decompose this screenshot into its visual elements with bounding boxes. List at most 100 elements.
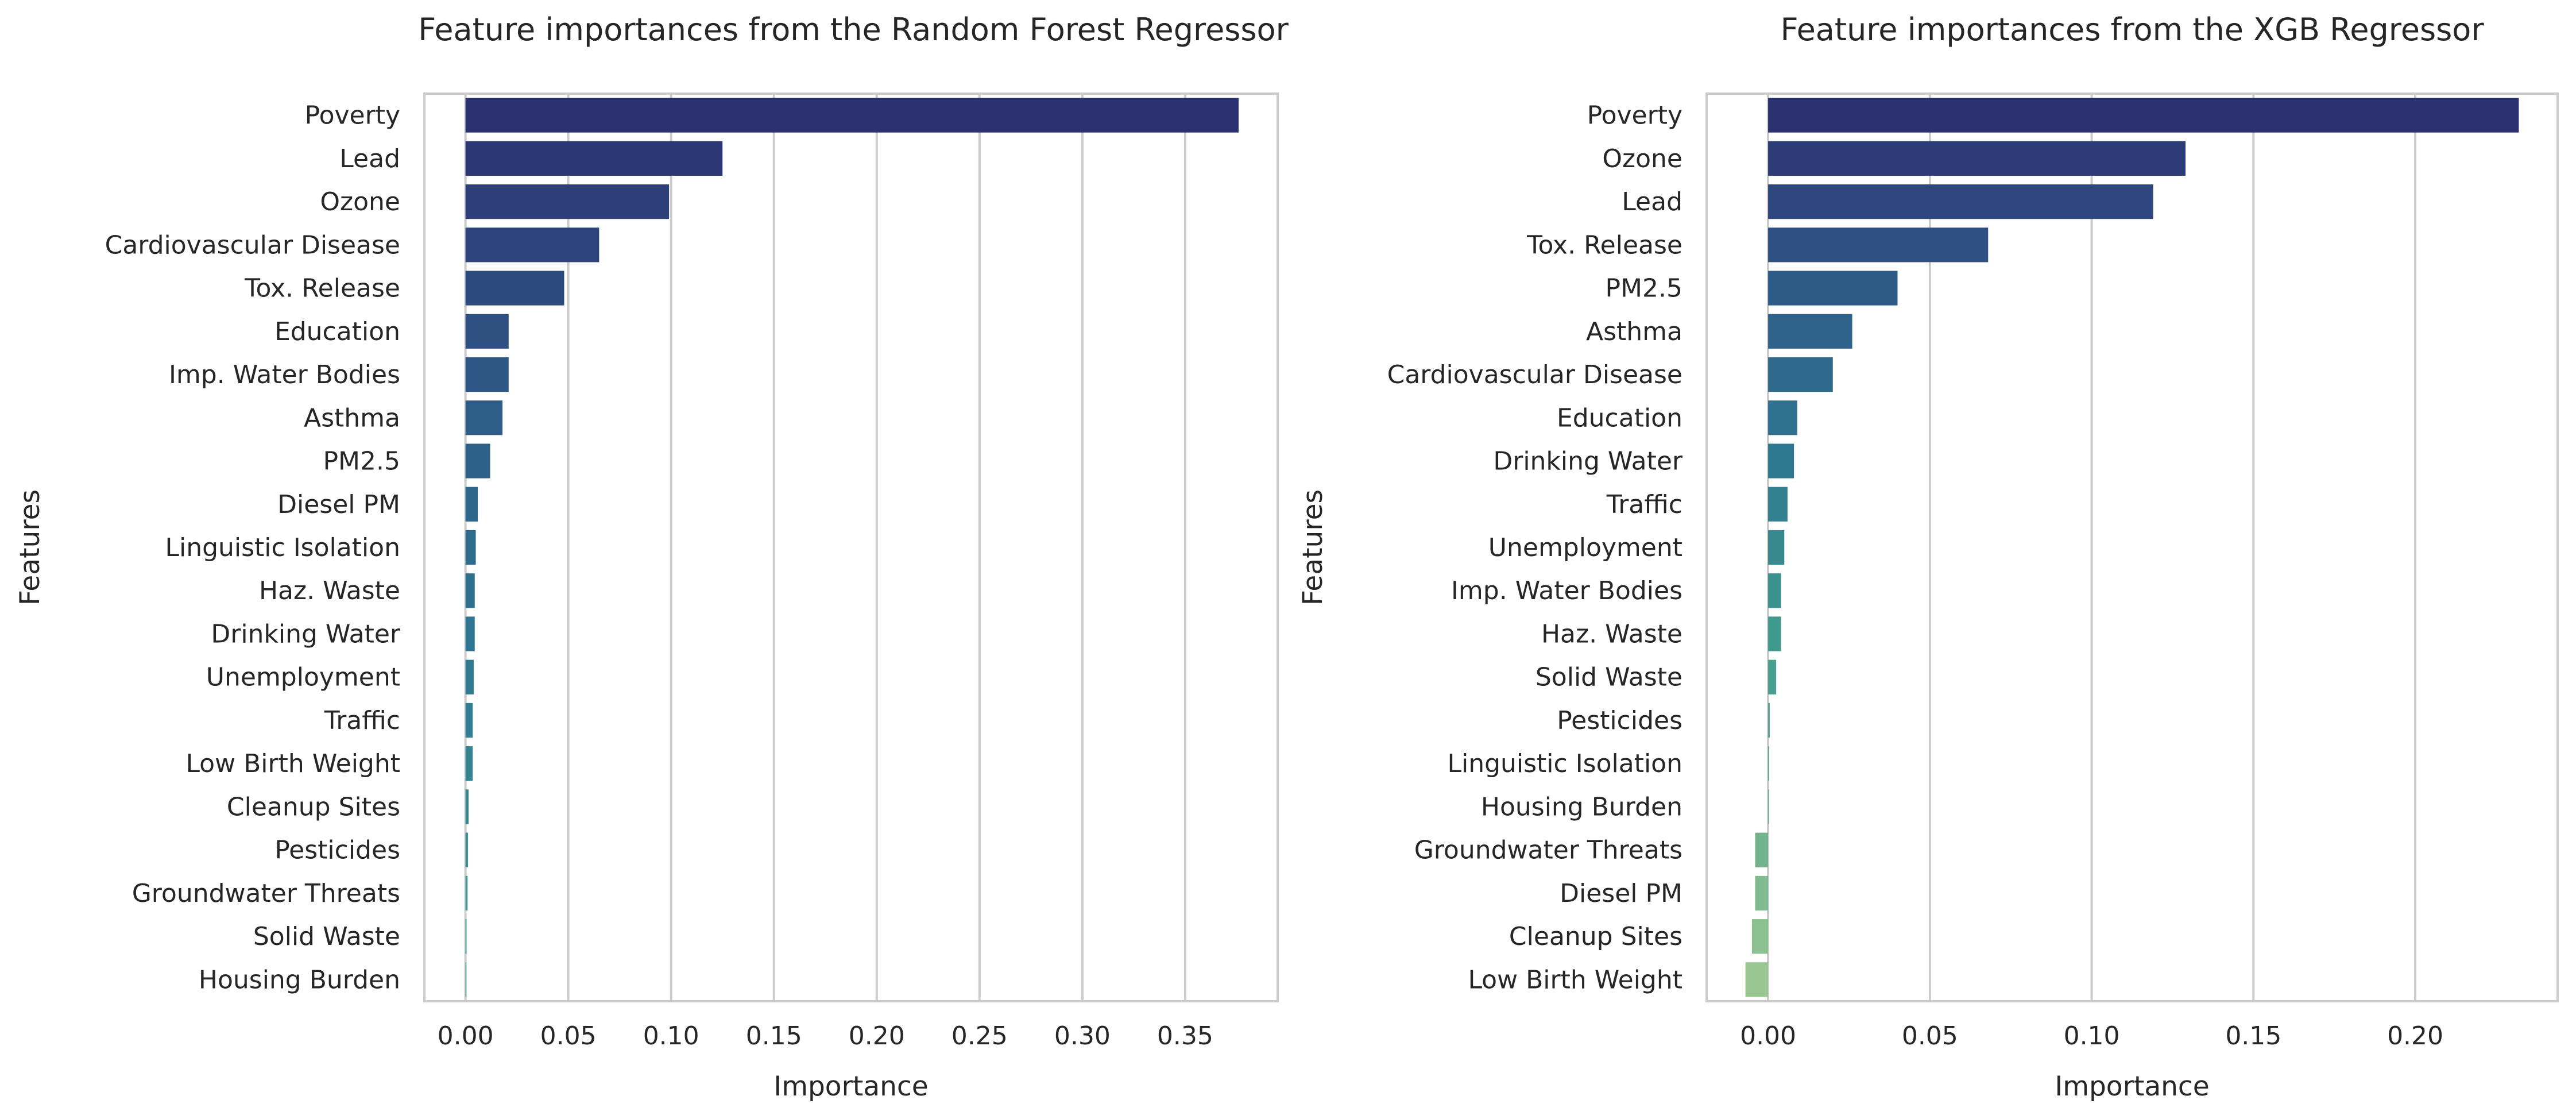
rf-bar [465,962,467,997]
xgb-y-tick-label: Cleanup Sites [1509,922,1682,951]
xgb-y-tick-label: Diesel PM [1560,879,1682,908]
rf-y-tick-labels: Poverty Lead Ozone Cardiovascular Disease To… [105,101,401,995]
xgb-bar [1768,98,2519,133]
xgb-x-tick-label: 0.10 [2064,1021,2120,1051]
xgb-bar [1768,746,1769,781]
rf-x-tick-label: 0.10 [643,1021,699,1051]
rf-bar [465,789,469,824]
xgb-y-tick-label: Education [1557,403,1682,433]
rf-plot-frame [423,92,1279,1002]
rf-chart: Feature importances from the Random Fore… [14,11,1289,1102]
xgb-chart-title: Feature importances from the XGB Regress… [1780,11,2484,48]
rf-y-tick-label: Asthma [304,403,400,433]
rf-bar [465,746,473,781]
rf-bar [465,227,599,263]
rf-y-tick-label: Linguistic Isolation [165,533,400,562]
xgb-bar [1768,573,1781,608]
rf-y-tick-label: Traffic [324,706,400,735]
xgb-bar [1768,184,2153,219]
xgb-y-tick-label: Traffic [1606,490,1682,519]
xgb-bar [1755,875,1769,910]
xgb-y-tick-label: Linguistic Isolation [1447,749,1682,778]
xgb-y-tick-label: Low Birth Weight [1468,965,1682,994]
xgb-bar [1768,141,2186,176]
xgb-bar [1768,314,1852,349]
rf-x-tick-label: 0.30 [1054,1021,1111,1051]
rf-bar [465,141,723,176]
rf-y-tick-label: Low Birth Weight [185,749,400,778]
xgb-y-tick-label: Imp. Water Bodies [1451,576,1682,605]
rf-y-axis-label: Features [14,489,46,605]
xgb-bar [1745,962,1769,997]
rf-y-tick-label: Housing Burden [199,965,400,994]
xgb-bar [1768,530,1785,565]
rf-bars [465,98,1239,997]
rf-bar [465,919,467,954]
xgb-bar [1768,487,1788,522]
xgb-bar [1768,703,1770,738]
rf-chart-title: Feature importances from the Random Fore… [418,11,1289,48]
xgb-y-tick-label: Poverty [1587,101,1682,130]
rf-y-tick-label: Drinking Water [211,619,401,649]
rf-y-tick-label: Pesticides [274,836,400,865]
xgb-bar [1768,443,1794,479]
rf-bar [465,184,670,219]
rf-bar [465,659,474,694]
xgb-bar [1751,919,1769,954]
xgb-bar [1768,659,1777,694]
rf-y-tick-label: Diesel PM [277,490,400,519]
xgb-plot-frame [1705,92,2559,1002]
rf-x-axis-label: Importance [773,1071,928,1102]
rf-bar [465,530,476,565]
xgb-y-tick-label: Haz. Waste [1541,619,1682,649]
rf-x-tick-label: 0.15 [746,1021,802,1051]
xgb-bar [1768,227,1989,263]
rf-bar [465,271,564,306]
xgb-bar [1768,357,1833,392]
rf-x-tick-label: 0.05 [540,1021,597,1051]
rf-y-tick-label: Lead [339,144,400,173]
xgb-y-tick-label: Tox. Release [1526,230,1682,260]
rf-x-tick-label: 0.20 [849,1021,905,1051]
xgb-bar [1768,789,1769,824]
rf-y-tick-label: Haz. Waste [259,576,400,605]
xgb-x-axis-label: Importance [2055,1071,2209,1102]
rf-bar [465,400,503,435]
rf-y-tick-label: PM2.5 [323,447,400,476]
rf-y-tick-label: Ozone [320,187,400,217]
rf-bar [465,443,490,479]
xgb-x-tick-labels: 0.00 0.05 0.10 0.15 0.20 [1740,1021,2443,1051]
rf-y-tick-label: Solid Waste [253,922,400,951]
rf-bar [465,616,475,651]
xgb-x-tick-label: 0.15 [2225,1021,2281,1051]
rf-bar [465,487,478,522]
rf-y-tick-label: Tox. Release [244,274,400,303]
rf-bar [465,573,475,608]
rf-x-tick-label: 0.00 [438,1021,494,1051]
xgb-y-tick-label: Solid Waste [1535,663,1682,692]
rf-y-tick-label: Groundwater Threats [132,879,400,908]
xgb-y-tick-label: PM2.5 [1606,274,1682,303]
rf-bar [465,703,473,738]
xgb-y-axis-label: Features [1297,489,1329,605]
rf-x-tick-label: 0.25 [952,1021,1008,1051]
xgb-x-tick-label: 0.05 [1902,1021,1958,1051]
xgb-bar [1768,400,1797,435]
rf-y-tick-label: Unemployment [206,663,400,692]
xgb-y-tick-label: Lead [1622,187,1682,217]
rf-bar [465,98,1239,133]
rf-bar [465,314,509,349]
rf-y-tick-label: Imp. Water Bodies [169,360,400,389]
rf-y-tick-label: Poverty [305,101,400,130]
rf-y-tick-label: Cardiovascular Disease [105,230,400,260]
xgb-y-tick-label: Asthma [1586,317,1682,346]
xgb-y-tick-label: Pesticides [1557,706,1682,735]
rf-x-tick-labels: 0.00 0.05 0.10 0.15 0.20 0.25 0.30 0.35 [438,1021,1213,1051]
xgb-y-tick-label: Groundwater Threats [1414,836,1682,865]
rf-bar [465,875,468,910]
xgb-y-tick-label: Unemployment [1488,533,1682,562]
xgb-y-tick-label: Ozone [1602,144,1682,173]
xgb-bar [1768,271,1898,306]
xgb-y-tick-label: Housing Burden [1481,792,1682,821]
